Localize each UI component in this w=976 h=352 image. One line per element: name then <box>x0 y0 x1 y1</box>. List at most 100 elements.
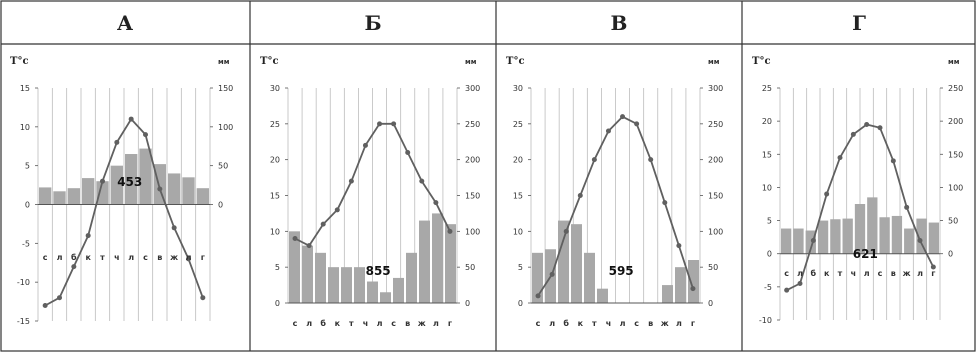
precipitation-bar <box>867 197 878 254</box>
precipitation-bar <box>805 230 816 254</box>
temperature-point <box>157 186 163 192</box>
month-label: с <box>784 269 789 278</box>
month-label: к <box>578 319 584 328</box>
temperature-tick-label: -15 <box>17 317 30 326</box>
temperature-tick-label: -5 <box>22 239 30 248</box>
temperature-tick-label: 30 <box>270 84 280 93</box>
temperature-point <box>850 131 856 137</box>
month-label: с <box>878 269 883 278</box>
temperature-point <box>348 178 354 184</box>
month-label: л <box>57 253 63 262</box>
precipitation-bar <box>328 267 339 303</box>
precipitation-tick-label: 50 <box>708 263 718 272</box>
precipitation-bar <box>315 252 326 303</box>
month-label: т <box>100 253 105 262</box>
month-label: л <box>676 319 682 328</box>
month-label: к <box>335 319 341 328</box>
precipitation-tick-label: 200 <box>708 156 723 165</box>
month-label: б <box>71 252 77 262</box>
temperature-tick-label: 0 <box>518 299 523 308</box>
precipitation-bar <box>781 228 792 254</box>
month-label: г <box>448 319 452 328</box>
temperature-point <box>605 128 611 134</box>
month-label: к <box>85 253 91 262</box>
temperature-tick-label: -10 <box>17 278 30 287</box>
month-label: л <box>549 319 555 328</box>
precipitation-bar <box>302 245 313 303</box>
precipitation-bar <box>110 165 123 205</box>
temperature-point <box>114 139 120 145</box>
temperature-point <box>662 200 668 206</box>
temperature-point <box>535 293 541 299</box>
month-label: г <box>931 269 935 278</box>
precipitation-tick-label: 100 <box>465 227 480 236</box>
precipitation-bar <box>662 285 673 303</box>
precipitation-bar <box>53 191 66 205</box>
temperature-tick-label: 10 <box>20 123 30 132</box>
month-label: г <box>691 319 695 328</box>
precipitation-bar <box>688 260 699 303</box>
annual-precipitation-total: 595 <box>609 264 634 278</box>
month-label: л <box>306 319 312 328</box>
month-label: ж <box>661 319 669 328</box>
month-label: л <box>917 269 923 278</box>
temperature-line <box>294 122 451 247</box>
temperature-point <box>433 200 439 206</box>
temperature-axis-label: T°c <box>506 56 525 67</box>
precipitation-axis-label: мм <box>708 58 720 66</box>
precipitation-tick-label: 150 <box>218 84 233 93</box>
precipitation-bar <box>432 213 443 303</box>
month-label: ж <box>418 319 426 328</box>
precipitation-tick-label: 50 <box>465 263 475 272</box>
temperature-point <box>690 286 696 292</box>
precipitation-bar <box>879 217 890 254</box>
precipitation-tick-label: 0 <box>708 299 713 308</box>
month-label: ч <box>363 319 369 328</box>
precipitation-bar <box>182 177 195 205</box>
temperature-point <box>591 157 597 163</box>
temperature-tick-label: 20 <box>513 156 523 165</box>
precipitation-bar <box>419 220 430 303</box>
temperature-tick-label: 25 <box>762 84 772 93</box>
precipitation-bar <box>393 277 404 303</box>
temperature-tick-label: 5 <box>25 162 30 171</box>
temperature-tick-label: 10 <box>513 227 523 236</box>
month-label: ж <box>170 253 178 262</box>
precipitation-bar <box>96 181 109 205</box>
temperature-point <box>186 256 191 262</box>
precipitation-bar <box>928 222 939 254</box>
precipitation-bar <box>842 218 853 254</box>
temperature-point <box>419 178 425 184</box>
temperature-point <box>837 155 843 161</box>
precipitation-bar <box>675 267 686 303</box>
panel-title: Г <box>852 11 866 35</box>
precipitation-tick-label: 0 <box>948 250 953 259</box>
temperature-point <box>797 281 803 287</box>
temperature-tick-label: 0 <box>767 250 772 259</box>
temperature-point <box>292 236 298 241</box>
precipitation-bar <box>380 292 391 303</box>
month-label: в <box>405 319 410 328</box>
temperature-point <box>577 193 583 198</box>
month-label: ч <box>114 253 120 262</box>
temperature-point <box>917 237 923 243</box>
precipitation-bar <box>891 215 903 254</box>
month-label: ч <box>606 319 612 328</box>
precipitation-bar <box>196 188 209 205</box>
precipitation-bar <box>532 252 543 303</box>
temperature-point <box>57 295 62 301</box>
temperature-tick-label: -10 <box>759 316 772 325</box>
temperature-point <box>100 178 105 184</box>
temperature-tick-label: 30 <box>513 84 523 93</box>
temperature-tick-label: 25 <box>270 120 280 129</box>
temperature-tick-label: 15 <box>513 192 523 201</box>
temperature-point <box>563 228 569 234</box>
temperature-point <box>71 264 77 270</box>
temperature-point <box>306 243 312 249</box>
temperature-tick-label: 20 <box>270 156 280 165</box>
